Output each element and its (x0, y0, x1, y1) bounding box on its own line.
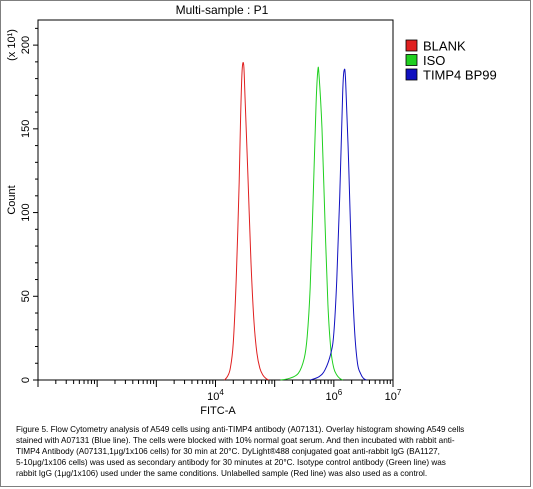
chart-title: Multi-sample : P1 (176, 3, 269, 17)
y-tick-label: 200 (20, 36, 32, 54)
flow-cytometry-histogram: Multi-sample : P1 104 106 107050100150200 … (6, 3, 497, 417)
x-tick-label: 106 (325, 388, 342, 403)
x-tick-label: 107 (385, 388, 402, 403)
caption-line: 5-10μg/1x106 cells) was used as secondar… (16, 457, 446, 467)
legend-swatch (405, 39, 418, 52)
series-line-iso (280, 66, 343, 381)
y-tick-label: 100 (20, 203, 32, 221)
x-axis-label: FITC-A (200, 405, 236, 417)
caption-line: rabbit IgG (1μg/1x106) used under the sa… (16, 468, 428, 478)
caption-line: Figure 5. Flow Cytometry analysis of A54… (16, 425, 465, 434)
caption-line: stained with A07131 (Blue line). The cel… (16, 435, 455, 445)
y-axis-scale-note: (x 10¹) (6, 29, 18, 61)
y-axis-label: Count (6, 185, 18, 214)
legend-swatch (405, 54, 418, 66)
y-tick-label: 150 (20, 120, 32, 138)
caption-line: TIMP4 Antibody (A07131,1μg/1x106 cells) … (16, 446, 440, 456)
legend-label: ISO (423, 53, 445, 68)
y-tick-label: 50 (20, 290, 32, 302)
legend-swatch (405, 68, 418, 81)
figure-caption: Figure 5. Flow Cytometry analysis of A54… (16, 425, 521, 480)
plot-area: 104 106 107 0 50 100 150 200 (20, 19, 402, 403)
series-line-timp4-bp99 (309, 68, 367, 381)
legend-label: TIMP4 BP99 (423, 68, 497, 83)
series-line-blank (223, 62, 269, 381)
x-tick-label: 104 (207, 388, 224, 403)
y-tick-label: 0 (20, 377, 32, 383)
legend-label: BLANK (423, 39, 466, 54)
